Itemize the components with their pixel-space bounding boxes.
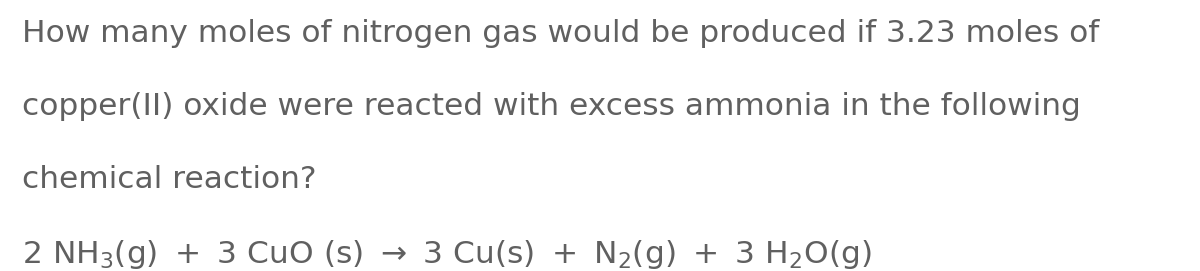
- Text: chemical reaction?: chemical reaction?: [22, 165, 316, 194]
- Text: $\mathregular{2\ NH_3(g)\ +\ 3\ CuO\ (s)\ \rightarrow\ 3\ Cu(s)\ +\ N_2(g)\ +\ 3: $\mathregular{2\ NH_3(g)\ +\ 3\ CuO\ (s)…: [22, 238, 871, 271]
- Text: How many moles of nitrogen gas would be produced if 3.23 moles of: How many moles of nitrogen gas would be …: [22, 19, 1099, 48]
- Text: copper(II) oxide were reacted with excess ammonia in the following: copper(II) oxide were reacted with exces…: [22, 92, 1080, 121]
